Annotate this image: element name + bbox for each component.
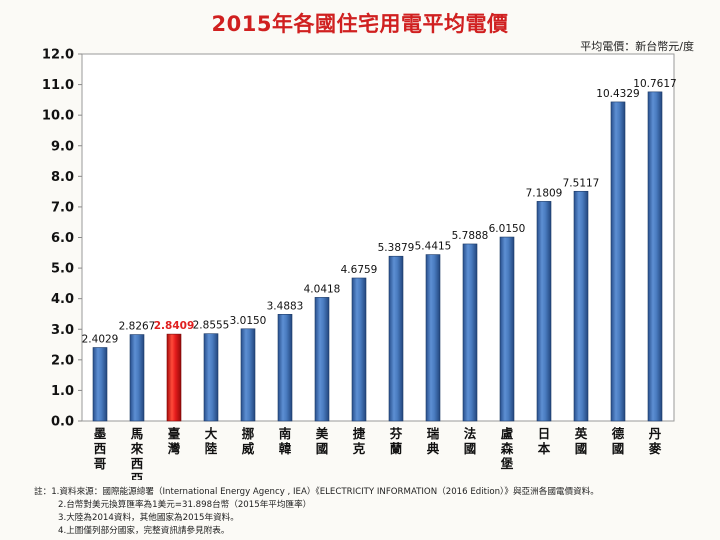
x-tick-label: 捷克 xyxy=(353,426,366,456)
value-label: 3.0150 xyxy=(230,315,267,327)
x-tick-label: 日本 xyxy=(538,426,551,456)
value-label: 4.6759 xyxy=(341,264,378,276)
x-tick-label: 盧森堡 xyxy=(501,426,514,471)
bar-捷克 xyxy=(351,277,367,422)
y-tick-label: 8.0 xyxy=(51,170,74,185)
x-tick-label: 美國 xyxy=(316,426,329,456)
y-tick-label: 10.0 xyxy=(42,109,74,124)
value-label: 6.0150 xyxy=(489,223,526,235)
x-tick-label: 南韓 xyxy=(279,426,292,456)
y-tick-label: 1.0 xyxy=(51,384,74,399)
bar-日本 xyxy=(536,201,552,422)
y-tick-label: 6.0 xyxy=(51,231,74,246)
bar-英國 xyxy=(573,190,589,422)
bar-法國 xyxy=(462,243,478,422)
value-label: 2.4029 xyxy=(82,334,119,346)
y-tick-label: 4.0 xyxy=(51,292,74,307)
x-tick-label: 英國 xyxy=(575,426,588,456)
bar-瑞典 xyxy=(425,254,441,422)
bar-馬來西亞 xyxy=(129,334,145,422)
y-tick-label: 9.0 xyxy=(51,139,74,154)
unit-label: 平均電價：新台幣元/度 xyxy=(580,40,694,53)
value-label: 4.0418 xyxy=(304,283,341,295)
value-label: 2.8555 xyxy=(193,320,230,332)
x-tick-label: 丹麥 xyxy=(648,426,662,456)
bar-臺灣 xyxy=(166,333,182,422)
x-tick-label: 芬蘭 xyxy=(389,426,403,456)
footnotes: 註：1.資料來源：國際能源總署（International Energy Age… xyxy=(34,486,714,538)
bar-chart: 0.0 1.0 2.0 3.0 4.0 5.0 6.0 7.0 8.0 9.0 10.0 11.0 12… xyxy=(42,48,677,481)
value-label: 5.7888 xyxy=(452,230,489,242)
chart-title: 2015年各國住宅用電平均電價 xyxy=(211,12,509,36)
y-tick-label: 2.0 xyxy=(51,353,74,368)
bar-德國 xyxy=(610,101,626,422)
x-tick-label: 挪威 xyxy=(242,426,255,456)
y-tick-label: 0.0 xyxy=(51,415,74,430)
y-tick-label: 7.0 xyxy=(51,200,74,215)
value-label: 5.4415 xyxy=(415,241,452,253)
bar-盧森堡 xyxy=(499,236,515,422)
footnote-1: 註：1.資料來源：國際能源總署（International Energy Age… xyxy=(34,487,599,497)
bar-芬蘭 xyxy=(388,255,404,422)
y-tick-label: 3.0 xyxy=(51,323,74,338)
bar-挪威 xyxy=(240,328,256,422)
value-label: 5.3879 xyxy=(378,242,415,254)
footnote-2: 2.台幣對美元換算匯率為1美元=31.898台幣（2015年平均匯率） xyxy=(58,500,312,510)
value-label: 7.5117 xyxy=(563,177,600,189)
footnote-3: 3.大陸為2014資料，其他國家為2015年資料。 xyxy=(58,513,239,523)
x-tick-label: 德國 xyxy=(612,426,625,456)
x-tick-label: 瑞典 xyxy=(427,426,440,456)
footnote-4: 4.上圖僅列部分國家，完整資訊請參見附表。 xyxy=(58,526,230,536)
x-tick-label: 大陸 xyxy=(205,426,218,456)
y-tick-label: 12.0 xyxy=(42,48,74,63)
bar-大陸 xyxy=(203,333,219,422)
y-tick-label: 11.0 xyxy=(42,78,74,93)
y-tick-label: 5.0 xyxy=(51,262,74,277)
value-label: 2.8267 xyxy=(119,321,156,333)
x-tick-label: 墨西哥 xyxy=(94,426,107,471)
value-label: 10.4329 xyxy=(596,88,639,100)
value-label: 2.8409 xyxy=(154,320,195,332)
value-label: 7.1809 xyxy=(526,187,563,199)
x-tick-label: 臺灣 xyxy=(168,426,181,456)
bar-南韓 xyxy=(277,314,293,422)
bar-墨西哥 xyxy=(92,347,108,422)
value-label: 10.7617 xyxy=(633,78,676,90)
bar-丹麥 xyxy=(647,91,663,422)
value-label: 3.4883 xyxy=(267,300,304,312)
bar-美國 xyxy=(314,297,330,422)
x-tick-label: 法國 xyxy=(464,426,477,456)
x-tick-label: 馬來西亞 xyxy=(130,426,144,480)
